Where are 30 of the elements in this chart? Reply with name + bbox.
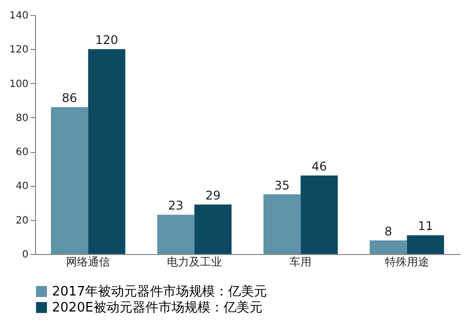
data-label: 35	[274, 178, 290, 192]
y-tick-label: 120	[9, 44, 28, 56]
y-tick-label: 140	[9, 10, 28, 22]
data-label: 120	[95, 33, 118, 48]
y-tick-label: 60	[16, 147, 28, 158]
bar	[263, 194, 301, 254]
data-label: 23	[168, 198, 184, 213]
y-tick-label: 0	[22, 250, 28, 260]
bar	[50, 107, 88, 254]
x-tick-label: 网络通信	[66, 256, 110, 268]
data-label: 86	[62, 91, 78, 106]
legend-label: 2020E被动元器件市场规模：亿美元	[52, 300, 262, 316]
bar	[406, 235, 444, 254]
data-label: 8	[384, 224, 392, 238]
data-label: 46	[312, 159, 327, 174]
y-tick-label: 40	[16, 181, 28, 192]
bar	[88, 49, 126, 254]
x-tick-label: 车用	[290, 256, 312, 268]
y-tick-label: 20	[16, 215, 28, 226]
data-label: 11	[418, 219, 434, 234]
x-tick-label: 电力及工业	[166, 256, 222, 268]
bar	[194, 204, 232, 254]
bar	[300, 175, 338, 254]
y-tick-label: 80	[16, 112, 28, 124]
bar	[370, 240, 407, 254]
y-tick-label: 100	[9, 78, 28, 90]
data-label: 29	[205, 188, 221, 202]
legend-label: 2017年被动元器件市场规模：亿美元	[52, 284, 268, 300]
bar	[157, 214, 194, 254]
x-tick-label: 特殊用途	[384, 256, 429, 268]
